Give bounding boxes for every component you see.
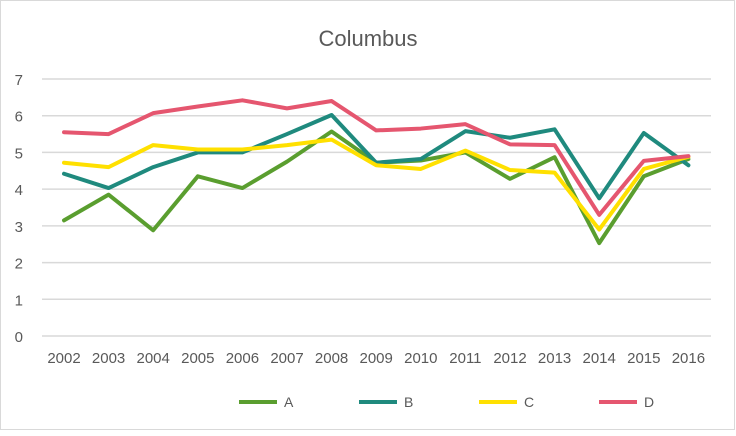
legend-label: A [284, 394, 294, 410]
series-line-C [62, 137, 691, 232]
legend-label: B [404, 394, 413, 410]
x-tick-label: 2003 [92, 350, 125, 367]
y-tick-label: 1 [15, 292, 23, 309]
y-tick-label: 3 [15, 219, 23, 236]
x-tick-label: 2004 [137, 350, 170, 367]
legend-label: D [644, 394, 654, 410]
x-tick-label: 2011 [449, 350, 481, 367]
x-tick-label: 2015 [627, 350, 660, 367]
y-tick-label: 7 [15, 72, 23, 89]
y-tick-label: 4 [15, 182, 23, 199]
x-tick-label: 2012 [493, 350, 526, 367]
x-tick-label: 2007 [270, 350, 303, 367]
x-tick-label: 2002 [47, 350, 80, 367]
series-line-D [62, 98, 691, 217]
x-tick-label: 2005 [181, 350, 214, 367]
y-tick-label: 0 [15, 329, 23, 346]
x-tick-label: 2010 [404, 350, 437, 367]
x-tick-label: 2013 [538, 350, 571, 367]
legend-label: C [524, 394, 534, 410]
y-tick-label: 2 [15, 256, 23, 273]
y-tick-label: 6 [15, 109, 23, 126]
x-tick-label: 2014 [583, 350, 616, 367]
y-tick-label: 5 [15, 145, 23, 162]
x-tick-label: 2016 [672, 350, 705, 367]
chart-title: Columbus [318, 26, 417, 51]
x-tick-label: 2006 [226, 350, 259, 367]
x-tick-label: 2009 [360, 350, 393, 367]
x-tick-label: 2008 [315, 350, 348, 367]
series-line-B [62, 112, 691, 201]
